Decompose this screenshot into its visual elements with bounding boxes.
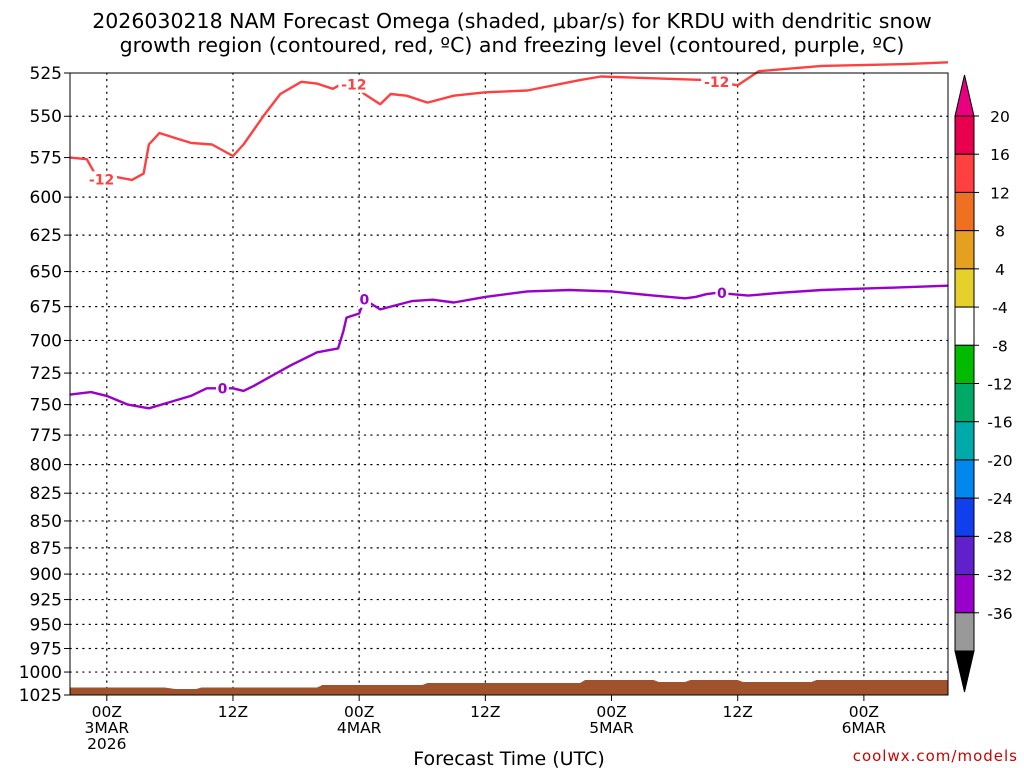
y-tick-label: 600 <box>30 188 62 208</box>
contour-label-background <box>338 76 370 93</box>
y-tick-label: 1025 <box>19 686 62 706</box>
colorbar-tick-label: -36 <box>987 605 1012 623</box>
colorbar-tick-label: -8 <box>992 337 1007 355</box>
contour-label: -12 <box>341 78 366 94</box>
colorbar-tick-label: -32 <box>987 567 1012 585</box>
colorbar-tick-label: 12 <box>990 184 1010 202</box>
y-tick-label: 825 <box>30 484 62 504</box>
colorbar-tick-label: -16 <box>987 414 1012 432</box>
x-tick-label: 00Z <box>596 703 626 721</box>
contour-label-background <box>715 285 729 302</box>
contour-label-background <box>357 291 371 308</box>
contour-label-background <box>86 171 118 188</box>
colorbar: 20 16 12 8 4 -4 -8 -12 -16 -20 -24 -28 -32 -36 <box>954 74 1013 693</box>
colorbar-segment <box>954 574 975 614</box>
contour-label: -12 <box>704 75 729 91</box>
chart-title-line-2: growth region (contoured, red, ºC) and f… <box>119 33 905 57</box>
x-tick-label: 12Z <box>470 703 500 721</box>
terrain-surface <box>70 680 948 695</box>
colorbar-tick-label: 16 <box>990 146 1010 164</box>
colorbar-segment <box>954 268 975 308</box>
colorbar-tick-label: 8 <box>995 223 1005 241</box>
x-tick-label: 12Z <box>723 703 753 721</box>
plot-frame <box>69 72 949 696</box>
colorbar-segment <box>954 421 975 461</box>
colorbar-tick-label: -12 <box>987 376 1012 394</box>
y-tick-label: 575 <box>30 149 62 169</box>
colorbar-segment <box>954 612 975 652</box>
contour-label-background <box>701 73 733 90</box>
x-tick-label: 4MAR <box>337 719 382 737</box>
contour-line-freezing-level <box>69 284 949 410</box>
colorbar-segment <box>954 459 975 499</box>
y-tick-label: 750 <box>30 396 62 416</box>
x-tick-label: 2026 <box>87 735 126 753</box>
colorbar-segment <box>954 383 975 423</box>
y-tick-label: 975 <box>30 640 62 660</box>
x-tick-label: 6MAR <box>842 719 887 737</box>
x-tick-label: 00Z <box>92 703 122 721</box>
contour-series: -12 -12 -12 0 0 0 <box>69 61 949 410</box>
x-axis-label: Forecast Time (UTC) <box>413 748 604 768</box>
x-tick-label: 00Z <box>344 703 374 721</box>
y-tick-label: 650 <box>30 263 62 283</box>
contour-label-background <box>215 380 229 397</box>
x-tick-label: 12Z <box>218 703 248 721</box>
contour-line-dgz <box>69 61 949 182</box>
colorbar-segment <box>954 306 975 346</box>
contour-label: 0 <box>717 286 727 302</box>
y-tick-label: 925 <box>30 591 62 611</box>
y-tick-label: 700 <box>30 331 62 351</box>
y-tick-label: 550 <box>30 107 62 127</box>
colorbar-tick-label: -4 <box>992 299 1007 317</box>
colorbar-segment <box>954 535 975 576</box>
y-tick-label: 525 <box>30 64 62 84</box>
y-tick-label: 875 <box>30 539 62 559</box>
colorbar-segment <box>954 497 975 537</box>
y-tick-label: 625 <box>30 226 62 246</box>
colorbar-segment <box>954 153 975 193</box>
contour-label: 0 <box>360 293 370 309</box>
y-tick-label: 1000 <box>19 663 62 683</box>
chart-title-line-1: 2026030218 NAM Forecast Omega (shaded, μ… <box>92 9 932 33</box>
y-tick-label: 675 <box>30 298 62 318</box>
colorbar-tick-label: 20 <box>990 108 1010 126</box>
y-tick-label: 950 <box>30 615 62 635</box>
contour-label: -12 <box>89 172 114 188</box>
colorbar-tick-label: -28 <box>987 528 1012 546</box>
x-tick-label: 00Z <box>849 703 879 721</box>
colorbar-top-triangle <box>954 74 975 117</box>
colorbar-segment <box>954 191 975 232</box>
grid-lines <box>69 72 949 696</box>
y-axis-ticks: 525 550 575 600 625 650 675 700 725 750 775 800 825 8… <box>19 64 70 706</box>
colorbar-tick-label: 4 <box>995 261 1005 279</box>
y-tick-label: 800 <box>30 456 62 476</box>
colorbar-tick-label: -24 <box>987 490 1012 508</box>
contour-label: 0 <box>218 381 228 397</box>
y-tick-label: 850 <box>30 512 62 532</box>
x-tick-label: 3MAR <box>84 719 129 737</box>
y-tick-label: 900 <box>30 565 62 585</box>
source-credit-link[interactable]: coolwx.com/models <box>853 747 1018 765</box>
colorbar-segment <box>954 230 975 270</box>
colorbar-segment <box>954 115 975 155</box>
colorbar-bottom-triangle <box>954 650 975 693</box>
y-tick-label: 775 <box>30 426 62 446</box>
x-tick-label: 5MAR <box>589 719 634 737</box>
colorbar-tick-label: -20 <box>987 452 1012 470</box>
colorbar-segment <box>954 344 975 384</box>
terrain-band <box>70 680 948 695</box>
y-tick-label: 725 <box>30 364 62 384</box>
